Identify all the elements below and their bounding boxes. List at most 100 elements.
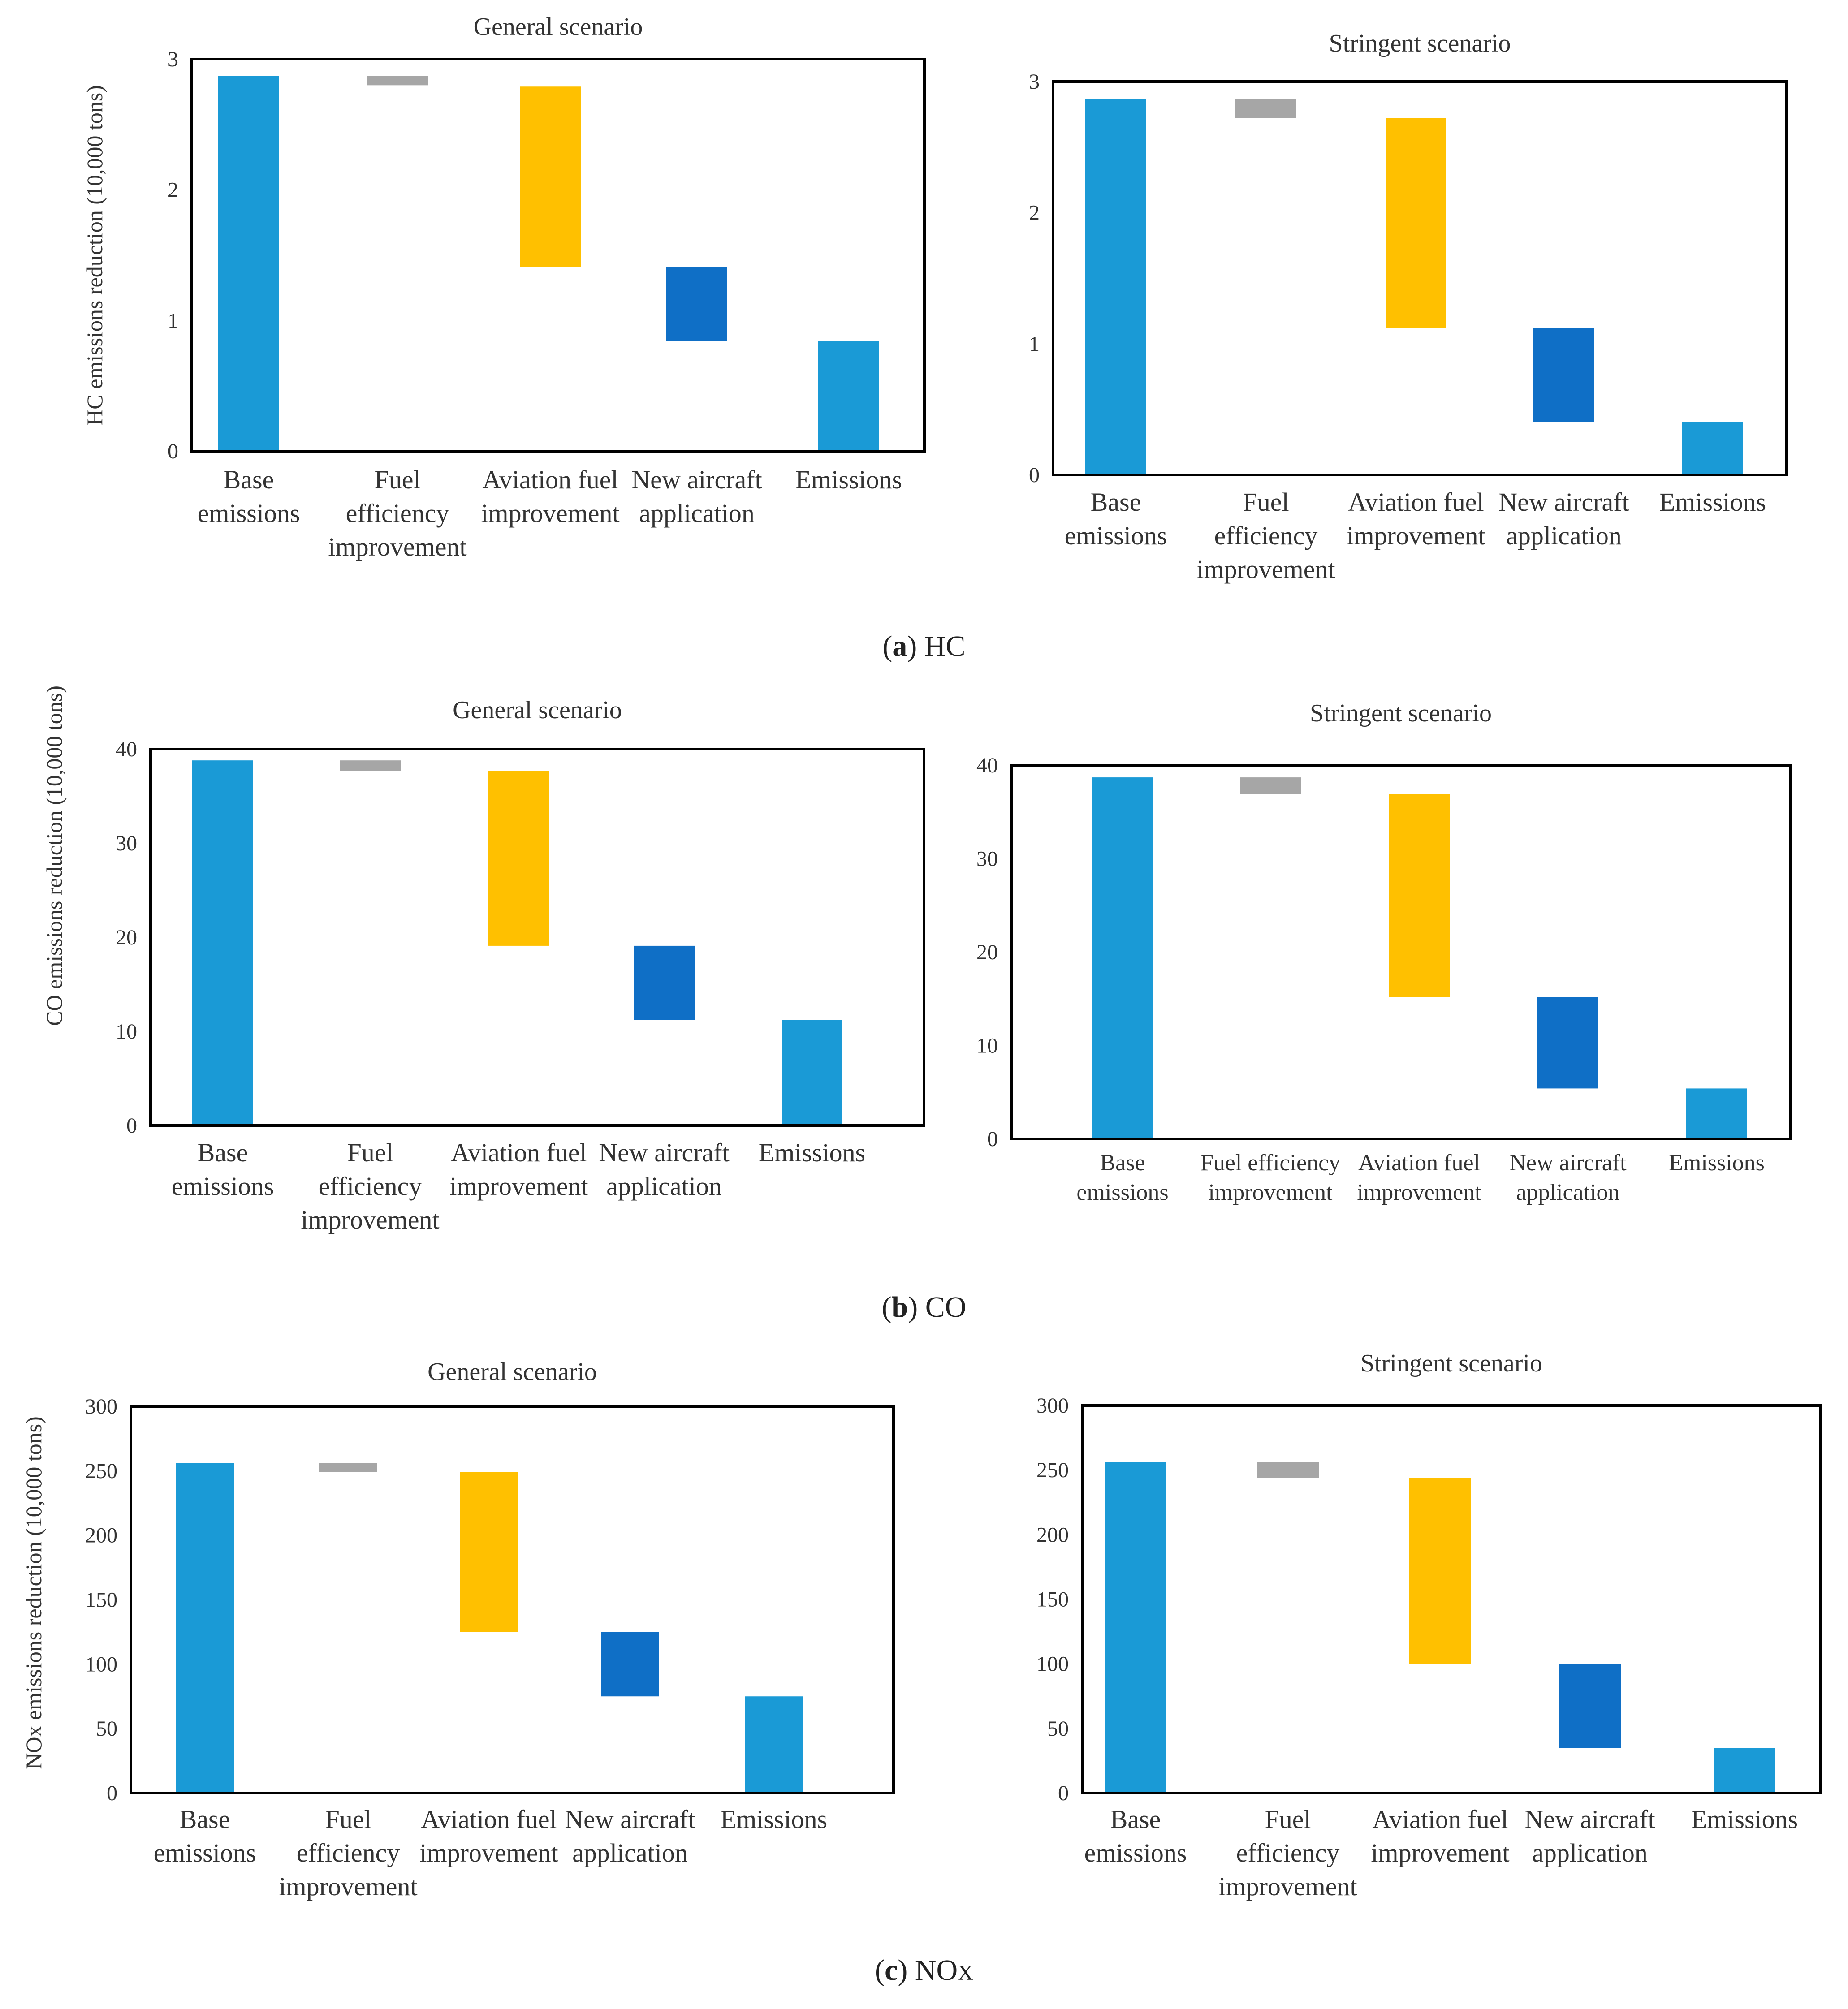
hc-stringent-bar-new-aircraft [1533,328,1594,422]
hc-general-bar-aviation-fuel [520,86,581,267]
hc-stringent-bar-fuel-efficiency [1235,99,1296,118]
caption-b: (b) CO [881,1291,967,1324]
nox-general-plot-frame [130,1405,895,1794]
co-stringent-category-label: Base [1100,1150,1145,1176]
hc-stringent-bar-aviation-fuel [1386,118,1446,328]
co-stringent-bar-aviation-fuel [1389,794,1450,997]
hc-stringent-ytick-label: 2 [1029,201,1040,225]
hc-stringent-category-label: Fuel [1243,487,1289,517]
co-general-ylabel: CO emissions reduction (10,000 tons) [42,685,67,1026]
hc-general-plot-frame [190,58,926,453]
hc-stringent-ytick-label: 3 [1029,70,1040,94]
co-stringent-category-label: improvement [1208,1180,1333,1205]
nox-general-bar-new-aircraft [601,1632,659,1697]
co-general-category-label: New aircraft [599,1138,729,1167]
hc-stringent-category-label: Emissions [1659,487,1766,517]
nox-stringent-category-label: Aviation fuel [1372,1805,1508,1834]
nox-stringent-category-label: improvement [1218,1872,1357,1901]
co-stringent-plot-frame [1010,764,1792,1140]
co-stringent-category-label: Aviation fuel [1358,1150,1480,1176]
co-stringent-category-label: application [1516,1180,1619,1205]
hc-stringent-category-label: improvement [1196,555,1335,584]
nox-stringent-ytick-label: 150 [1036,1588,1069,1612]
co-general-category-label: Aviation fuel [451,1138,587,1167]
nox-general-bar-aviation-fuel [460,1472,518,1632]
nox-stringent-ytick-label: 300 [1036,1394,1069,1418]
co-general-category-label: efficiency [319,1172,422,1201]
co-general-bar-fuel-efficiency [340,760,401,771]
nox-general-category-label: improvement [419,1838,558,1867]
co-general-bar-aviation-fuel [488,771,549,946]
co-general-category-label: Fuel [347,1138,393,1167]
hc-stringent-bar-emissions [1682,422,1743,475]
nox-stringent-ytick-label: 100 [1036,1652,1069,1676]
hc-general-category-label: efficiency [346,499,449,528]
nox-general-category-label: improvement [279,1872,417,1901]
nox-stringent-plot-frame [1081,1404,1822,1794]
nox-general-category-label: Emissions [721,1805,828,1834]
co-general-category-label: Emissions [759,1138,866,1167]
hc-general-bar-fuel-efficiency [367,76,428,86]
co-stringent-ytick-label: 0 [987,1127,998,1151]
co-general-bar-emissions [782,1020,842,1125]
nox-general-category-label: Fuel [325,1805,371,1834]
hc-general-ytick-label: 0 [168,440,178,463]
nox-stringent-category-label: efficiency [1236,1838,1340,1867]
co-general-ytick-label: 20 [116,926,137,949]
co-stringent-ytick-label: 10 [976,1034,998,1058]
co-general-category-label: Base [198,1138,248,1167]
nox-stringent-ytick-label: 50 [1047,1717,1069,1741]
nox-general-ytick-label: 300 [85,1395,117,1418]
hc-stringent-category-label: improvement [1347,521,1485,550]
co-stringent-category-label: New aircraft [1509,1150,1627,1176]
nox-general-ylabel: NOx emissions reduction (10,000 tons) [21,1416,46,1769]
nox-general-ytick-label: 250 [85,1459,117,1483]
nox-stringent-category-label: emissions [1084,1838,1187,1867]
co-general-bar-base [192,760,253,1125]
co-stringent-bar-new-aircraft [1537,997,1598,1089]
nox-general-ytick-label: 150 [85,1588,117,1612]
hc-stringent-category-label: Aviation fuel [1348,487,1484,517]
nox-general-ytick-label: 200 [85,1524,117,1548]
co-general-plot-frame [149,748,925,1127]
hc-stringent-plot-frame [1052,80,1788,476]
hc-general-ytick-label: 2 [168,178,178,202]
nox-general-title: General scenario [427,1358,597,1386]
hc-stringent-category-label: application [1506,521,1622,550]
caption-c: (c) NOX [875,1954,973,1987]
hc-general-category-label: Aviation fuel [482,465,618,494]
hc-general-category-label: Base [224,465,274,494]
nox-stringent-ytick-label: 0 [1058,1781,1069,1805]
co-stringent-ytick-label: 40 [976,754,998,777]
hc-stringent-bar-base [1085,99,1146,475]
nox-general-category-label: New aircraft [565,1805,695,1834]
nox-general-ytick-label: 0 [107,1781,117,1805]
co-general-ytick-label: 0 [126,1114,137,1138]
nox-stringent-bar-aviation-fuel [1409,1478,1471,1664]
nox-stringent-category-label: Emissions [1691,1805,1798,1834]
hc-stringent-ytick-label: 1 [1029,332,1040,356]
hc-general-category-label: application [639,499,755,528]
hc-stringent-category-label: emissions [1065,521,1167,550]
nox-stringent-category-label: improvement [1371,1838,1509,1867]
co-general-ytick-label: 10 [116,1020,137,1043]
hc-general-bar-emissions [818,341,879,451]
nox-general-ytick-label: 50 [96,1717,117,1741]
co-stringent-category-label: Emissions [1669,1150,1765,1176]
nox-stringent-category-label: Base [1110,1805,1161,1834]
nox-general-category-label: Base [180,1805,230,1834]
co-general-ytick-label: 30 [116,832,137,855]
nox-general-bar-base [176,1463,234,1793]
hc-general-bar-new-aircraft [666,267,727,341]
hc-general-category-label: emissions [198,499,300,528]
co-stringent-category-label: emissions [1076,1180,1168,1205]
hc-general-category-label: Fuel [374,465,420,494]
hc-general-title: General scenario [474,13,643,41]
nox-stringent-ytick-label: 250 [1036,1458,1069,1482]
co-general-category-label: improvement [301,1205,439,1234]
co-stringent-category-label: Fuel efficiency [1200,1150,1340,1176]
nox-general-bar-emissions [745,1696,803,1793]
nox-stringent-category-label: New aircraft [1524,1805,1655,1834]
